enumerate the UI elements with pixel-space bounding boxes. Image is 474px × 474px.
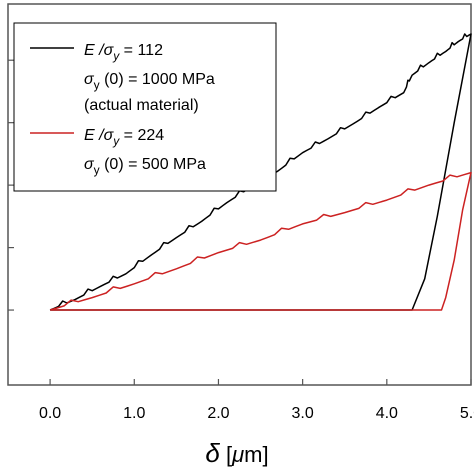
series-line-black xyxy=(49,33,472,311)
x-axis-label: δ [μm] xyxy=(205,438,268,468)
x-ticks: 0.0 1.0 2.0 3.0 4.0 5.0 xyxy=(39,379,474,422)
legend-box xyxy=(13,22,277,192)
x-tick-label: 1.0 xyxy=(123,405,145,422)
x-tick-label: 0.0 xyxy=(39,405,61,422)
series-line-red xyxy=(49,171,472,311)
legend-black-line1: E /σy = 112 xyxy=(84,42,163,63)
y-ticks xyxy=(8,59,14,311)
legend: E /σy = 112 σy (0) = 1000 MPa (actual ma… xyxy=(13,22,277,192)
legend-red-line2: σy (0) = 500 MPa xyxy=(84,156,206,177)
x-tick-label: 5.0 xyxy=(460,405,474,422)
x-tick-label: 2.0 xyxy=(207,405,229,422)
x-tick-label: 3.0 xyxy=(292,405,314,422)
plot-frame xyxy=(7,3,472,386)
series-group xyxy=(49,33,472,311)
legend-red-line1: E /σy = 224 xyxy=(84,127,164,148)
legend-black-line3: (actual material) xyxy=(84,97,199,114)
legend-black-line2: σy (0) = 1000 MPa xyxy=(84,71,215,92)
x-tick-label: 4.0 xyxy=(376,405,398,422)
